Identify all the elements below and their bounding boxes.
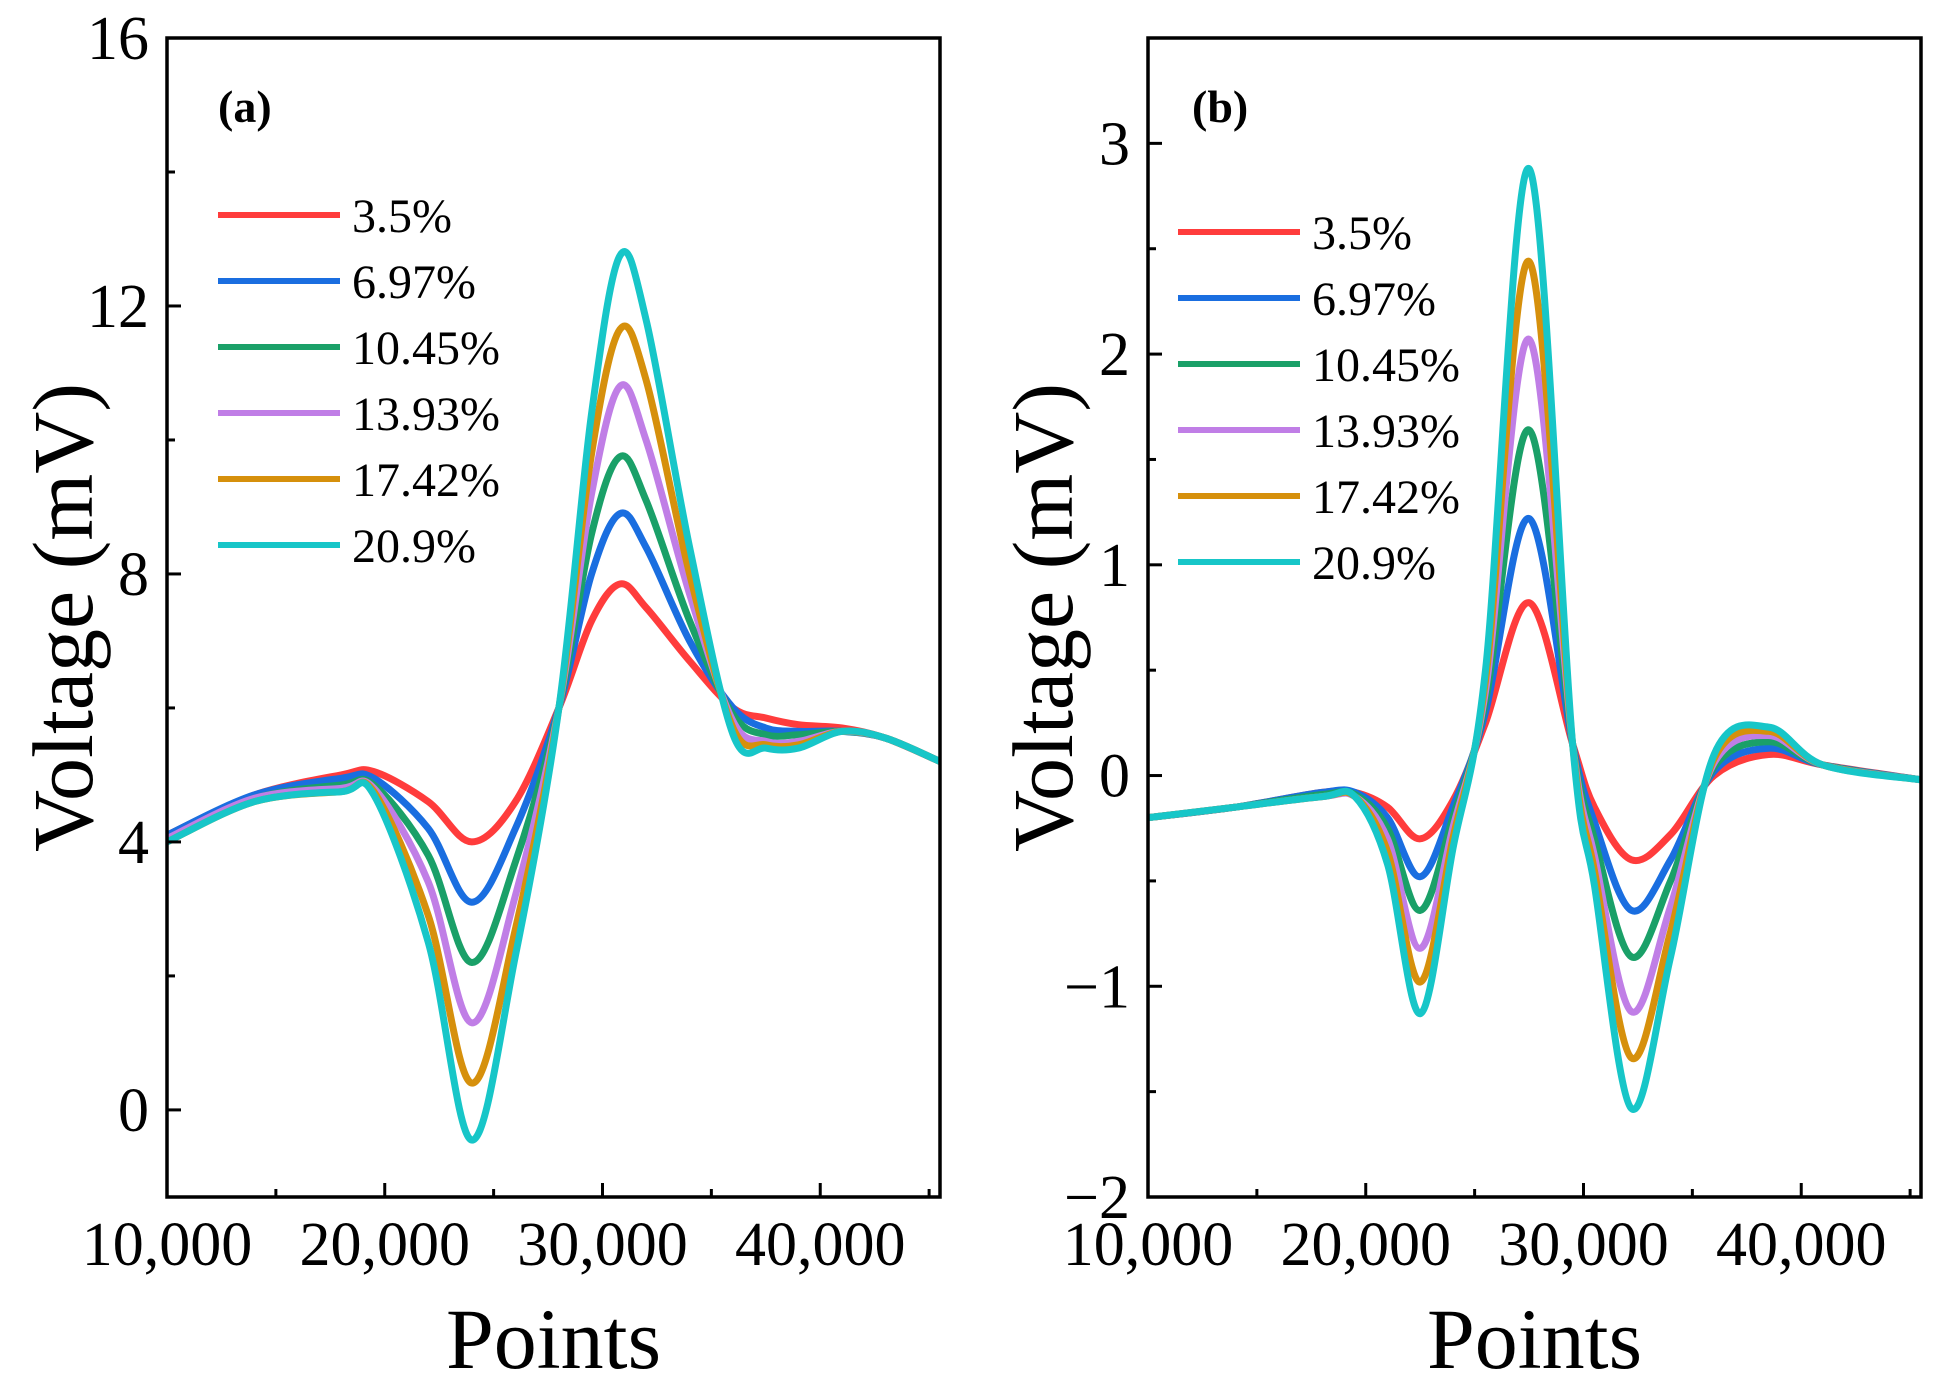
legend-item: 6.97% (218, 256, 476, 309)
series-lines (167, 248, 940, 1144)
y-axis-title: Voltage (mV) (15, 383, 111, 852)
x-tick-label: 30,000 (517, 1211, 688, 1279)
x-tick-label: 30,000 (1498, 1211, 1669, 1279)
series-line-6.97% (1148, 514, 1921, 915)
legend: 3.5% 6.97% 10.45% 13.93% 17.42% 20.9% (218, 190, 500, 573)
legend-label: 20.9% (352, 520, 476, 573)
y-axis-title: Voltage (mV) (995, 383, 1091, 852)
legend-item: 17.42% (218, 454, 500, 507)
legend-item: 10.45% (1178, 339, 1460, 392)
legend-marker (276, 278, 282, 284)
x-axis-title: Points (1427, 1291, 1642, 1378)
legend-marker (276, 410, 282, 416)
legend-label: 17.42% (1312, 471, 1460, 524)
y-tick-label: −1 (1064, 953, 1130, 1021)
x-tick-label: 10,000 (82, 1211, 253, 1279)
legend-item: 6.97% (1178, 273, 1436, 326)
x-axis-title: Points (446, 1291, 661, 1378)
legend-label: 13.93% (352, 388, 500, 441)
legend-label: 13.93% (1312, 405, 1460, 458)
panel-label: (b) (1192, 81, 1248, 132)
y-tick-label: 1 (1099, 532, 1130, 600)
y-tick-label: 8 (118, 541, 149, 609)
legend-item: 13.93% (218, 388, 500, 441)
legend-label: 3.5% (1312, 207, 1412, 260)
plot-frame (165, 36, 942, 1199)
series-line-10.45% (167, 452, 940, 966)
legend-label: 3.5% (352, 190, 452, 243)
y-tick-label: 2 (1099, 321, 1130, 389)
legend-item: 20.9% (218, 520, 476, 573)
y-tick-label: 16 (87, 5, 149, 73)
legend-item: 17.42% (1178, 471, 1460, 524)
legend-label: 6.97% (1312, 273, 1436, 326)
legend-label: 10.45% (352, 322, 500, 375)
legend-item: 10.45% (218, 322, 500, 375)
series-line-17.42% (167, 322, 940, 1087)
legend-item: 3.5% (1178, 207, 1412, 260)
legend-marker (1236, 427, 1242, 433)
legend-item: 20.9% (1178, 537, 1436, 590)
y-tick-label: 12 (87, 273, 149, 341)
y-tick-label: 0 (1099, 743, 1130, 811)
panel-label: (a) (218, 81, 272, 132)
series-line-6.97% (167, 509, 940, 906)
legend-marker (1236, 229, 1242, 235)
y-tick-label: 0 (118, 1077, 149, 1145)
legend-marker (276, 476, 282, 482)
x-tick-label: 10,000 (1063, 1211, 1234, 1279)
legend-label: 17.42% (352, 454, 500, 507)
series-line-3.5% (1148, 599, 1921, 865)
x-tick-label: 40,000 (1716, 1211, 1887, 1279)
legend-marker (1236, 559, 1242, 565)
series-line-10.45% (1148, 426, 1921, 961)
legend-marker (276, 344, 282, 350)
x-tick-label: 20,000 (299, 1211, 470, 1279)
legend-marker (1236, 493, 1242, 499)
series-line-17.42% (1148, 257, 1921, 1063)
panel-a: 10,000 20,000 30,000 40,000 0 4 8 12 16 Points Vol… (15, 5, 942, 1383)
legend: 3.5% 6.97% 10.45% 13.93% 17.42% 20.9% (1178, 207, 1460, 590)
legend-item: 13.93% (1178, 405, 1460, 458)
legend-marker (1236, 361, 1242, 367)
legend-label: 6.97% (352, 256, 476, 309)
legend-label: 20.9% (1312, 537, 1436, 590)
series-line-20.9% (167, 248, 940, 1144)
x-tick-label: 40,000 (735, 1211, 906, 1279)
y-tick-label: 4 (118, 809, 149, 877)
legend-marker (276, 542, 282, 548)
series-line-3.5% (167, 580, 940, 846)
y-tick-label: −2 (1064, 1164, 1130, 1232)
legend-item: 3.5% (218, 190, 452, 243)
legend-marker (276, 212, 282, 218)
series-lines (1148, 165, 1921, 1113)
legend-label: 10.45% (1312, 339, 1460, 392)
panel-b: 10,000 20,000 30,000 40,000 −2 −1 0 1 2 3 Points Vo… (995, 36, 1923, 1383)
x-tick-label: 20,000 (1280, 1211, 1451, 1279)
legend-marker (1236, 295, 1242, 301)
plot-frame (1146, 36, 1923, 1199)
y-tick-label: 3 (1099, 110, 1130, 178)
series-line-20.9% (1148, 165, 1921, 1113)
